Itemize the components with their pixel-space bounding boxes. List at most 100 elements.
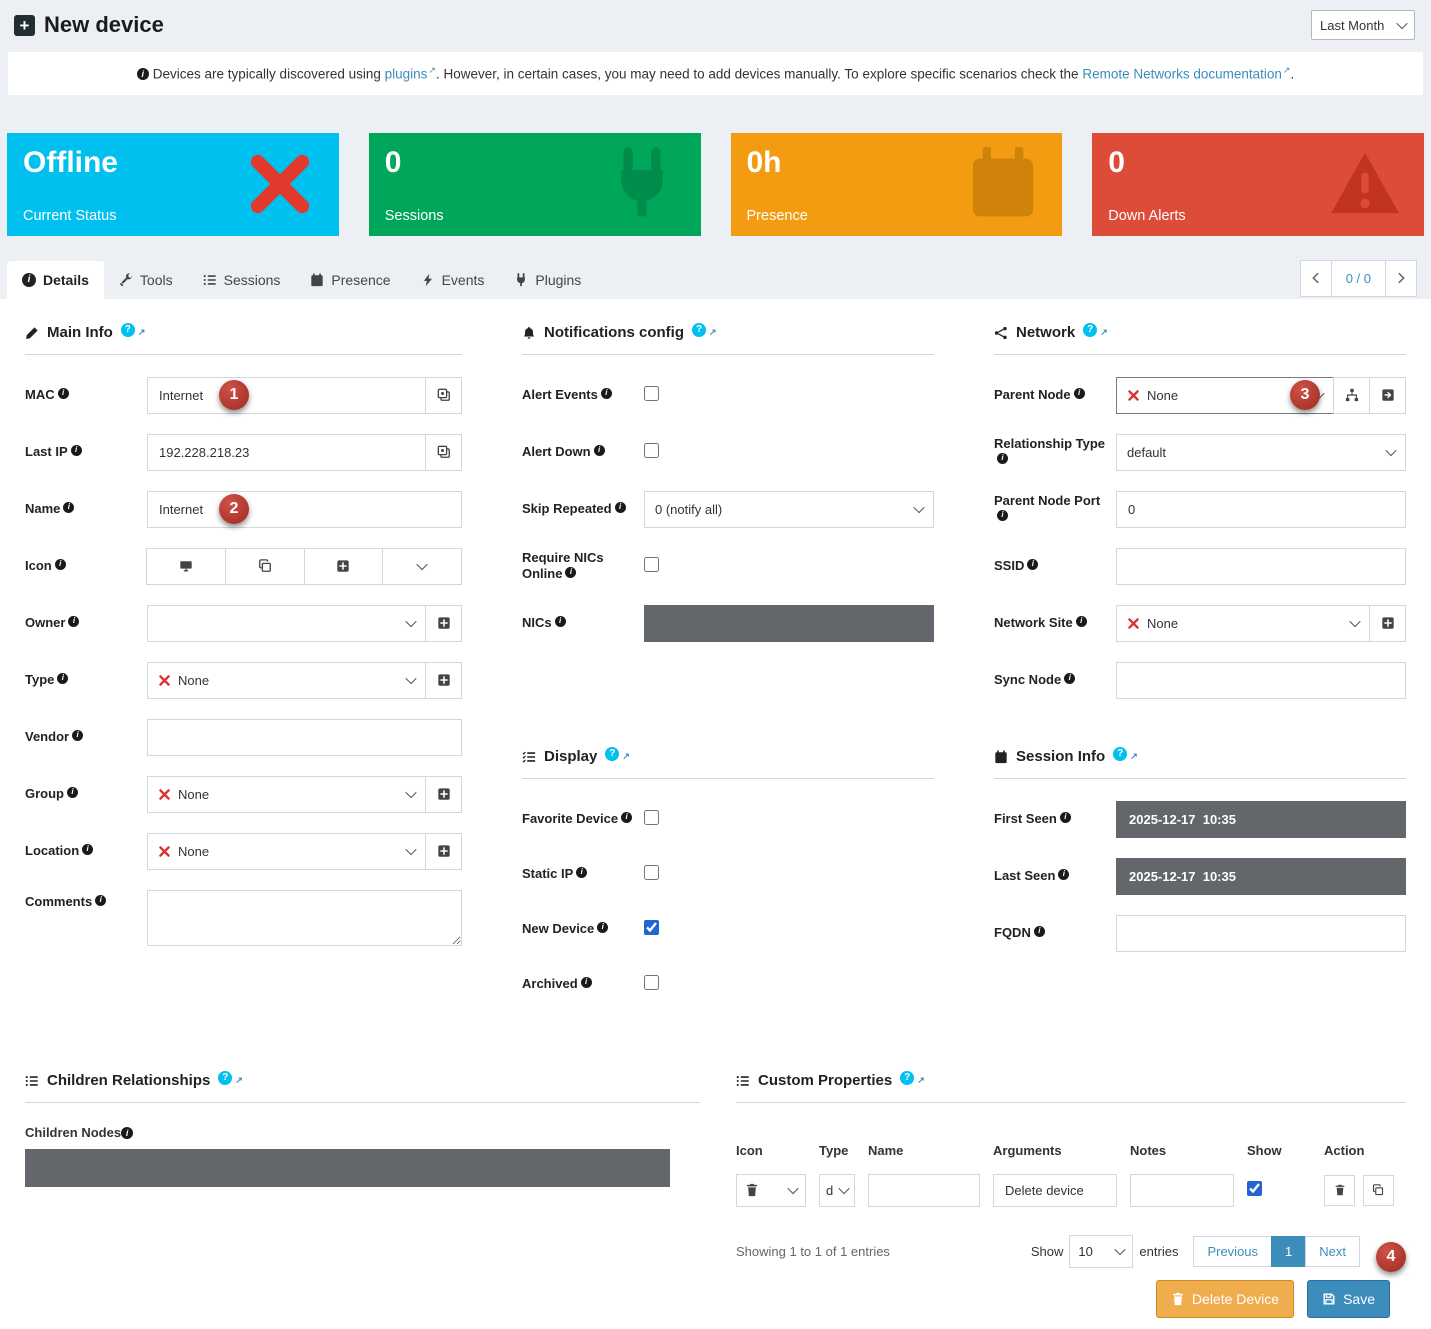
tab-sessions[interactable]: Sessions [188,261,296,299]
page-size-select[interactable]: 10 [1069,1234,1134,1268]
property-notes-input[interactable] [1130,1173,1234,1207]
delete-property-button[interactable] [1324,1174,1355,1206]
duplicate-property-button[interactable] [1362,1174,1394,1206]
static-ip-checkbox[interactable] [644,865,659,881]
copy-icon-button[interactable] [224,547,305,585]
static-ip-label: Static IP i [522,866,644,883]
pencil-icon [26,327,38,339]
add-icon-button[interactable] [303,547,384,585]
list-icon [203,274,216,285]
require-nics-checkbox[interactable] [644,557,659,573]
owner-select[interactable] [147,604,426,642]
alert-events-checkbox[interactable] [644,386,659,402]
type-select[interactable]: None [147,661,426,699]
icon-preview-button[interactable] [146,547,226,585]
network-site-select[interactable]: None [1116,604,1370,642]
x-mark-icon [250,154,309,214]
info-icon: i [82,843,94,855]
card-value: 0 [384,145,402,179]
add-network-site-button[interactable] [1369,604,1406,642]
property-arguments-input[interactable] [993,1173,1117,1207]
favorite-checkbox[interactable] [644,810,659,826]
tab-plugins[interactable]: Plugins [499,261,596,299]
tab-details[interactable]: i Details [7,260,104,299]
delete-device-button[interactable]: Delete Device [1155,1279,1295,1318]
previous-page-button[interactable]: Previous [1193,1235,1273,1267]
type-label: Type i [25,672,147,689]
skip-repeated-select[interactable]: 0 (notify all) [644,490,934,528]
field-label-text: Icon [25,558,52,574]
chevron-down-icon [787,1183,799,1195]
mac-input[interactable] [147,376,426,414]
info-icon: i [57,672,69,684]
add-owner-button[interactable] [425,604,462,642]
open-parent-button[interactable] [1369,376,1406,414]
period-select[interactable]: Last Month [1311,10,1415,40]
question-circle-icon[interactable]: ? [1113,746,1128,761]
tab-events[interactable]: Events [406,261,500,299]
page-title: + New device [14,12,164,38]
question-circle-icon[interactable]: ? [605,746,620,761]
info-icon: i [70,444,82,456]
add-group-button[interactable] [425,775,462,813]
info-icon: i [597,921,609,933]
network-tree-button[interactable] [1333,376,1370,414]
nics-label: NICs i [522,615,644,632]
tab-presence[interactable]: Presence [295,261,405,299]
field-label-text: Children Nodes [25,1124,122,1140]
last-ip-input[interactable] [147,433,426,471]
nics-multiselect[interactable] [644,604,934,642]
new-device-checkbox[interactable] [644,920,659,936]
tab-tools[interactable]: Tools [104,261,188,299]
property-type-value: d [826,1182,834,1198]
property-name-input[interactable] [868,1173,980,1207]
add-location-button[interactable] [425,832,462,870]
column-header-show: Show [1247,1142,1282,1158]
name-input[interactable] [147,490,462,528]
banner-text-mid: . However, in certain cases, you may nee… [435,66,1079,82]
table-row-cell: d [819,1172,855,1213]
next-page-button[interactable]: Next [1305,1235,1360,1267]
external-link-icon: ↗ [1100,327,1108,338]
comments-textarea[interactable] [147,889,462,946]
field-parent-node-port: Parent Node Porti [994,490,1406,528]
question-circle-icon[interactable]: ? [218,1070,233,1085]
generate-mac-button[interactable] [425,376,462,414]
section-title: Notifications config [544,324,684,342]
property-icon-select[interactable] [736,1173,806,1207]
location-select[interactable]: None [147,832,426,870]
external-link-icon: ↗ [428,65,436,75]
save-button[interactable]: Save [1307,1279,1390,1318]
icon-label: Icon i [25,558,147,575]
next-device-button[interactable] [1385,260,1416,296]
property-show-checkbox[interactable] [1247,1181,1262,1197]
fqdn-input[interactable] [1116,914,1406,952]
question-circle-icon[interactable]: ? [900,1070,915,1085]
generate-mac-icon [437,389,450,402]
plugins-link[interactable]: plugins [384,66,428,82]
icon-dropdown-button[interactable] [382,547,462,585]
question-circle-icon[interactable]: ? [692,322,706,337]
alert-down-checkbox[interactable] [644,443,659,459]
parent-node-port-label: Parent Node Porti [994,493,1116,526]
add-type-button[interactable] [425,661,462,699]
annotation-badge-3: 3 [1290,379,1320,410]
sync-node-input[interactable] [1116,661,1406,699]
copy-icon [258,559,271,573]
property-type-select[interactable]: d [819,1173,855,1207]
prev-device-button[interactable] [1300,260,1332,296]
vendor-input[interactable] [147,718,462,756]
remote-networks-docs-link[interactable]: Remote Networks documentation [1082,66,1282,82]
parent-node-port-input[interactable] [1116,490,1406,528]
page-1-button[interactable]: 1 [1271,1235,1307,1267]
children-nodes-multiselect[interactable] [25,1148,670,1187]
generate-ip-button[interactable] [425,433,462,471]
question-circle-icon[interactable]: ? [120,322,135,337]
archived-checkbox[interactable] [644,975,659,991]
relationship-type-select[interactable]: default [1116,433,1406,471]
group-select[interactable]: None [147,775,426,813]
question-circle-icon[interactable]: ? [1083,322,1098,337]
field-location: Location i None [25,832,462,870]
ssid-input[interactable] [1116,547,1406,585]
